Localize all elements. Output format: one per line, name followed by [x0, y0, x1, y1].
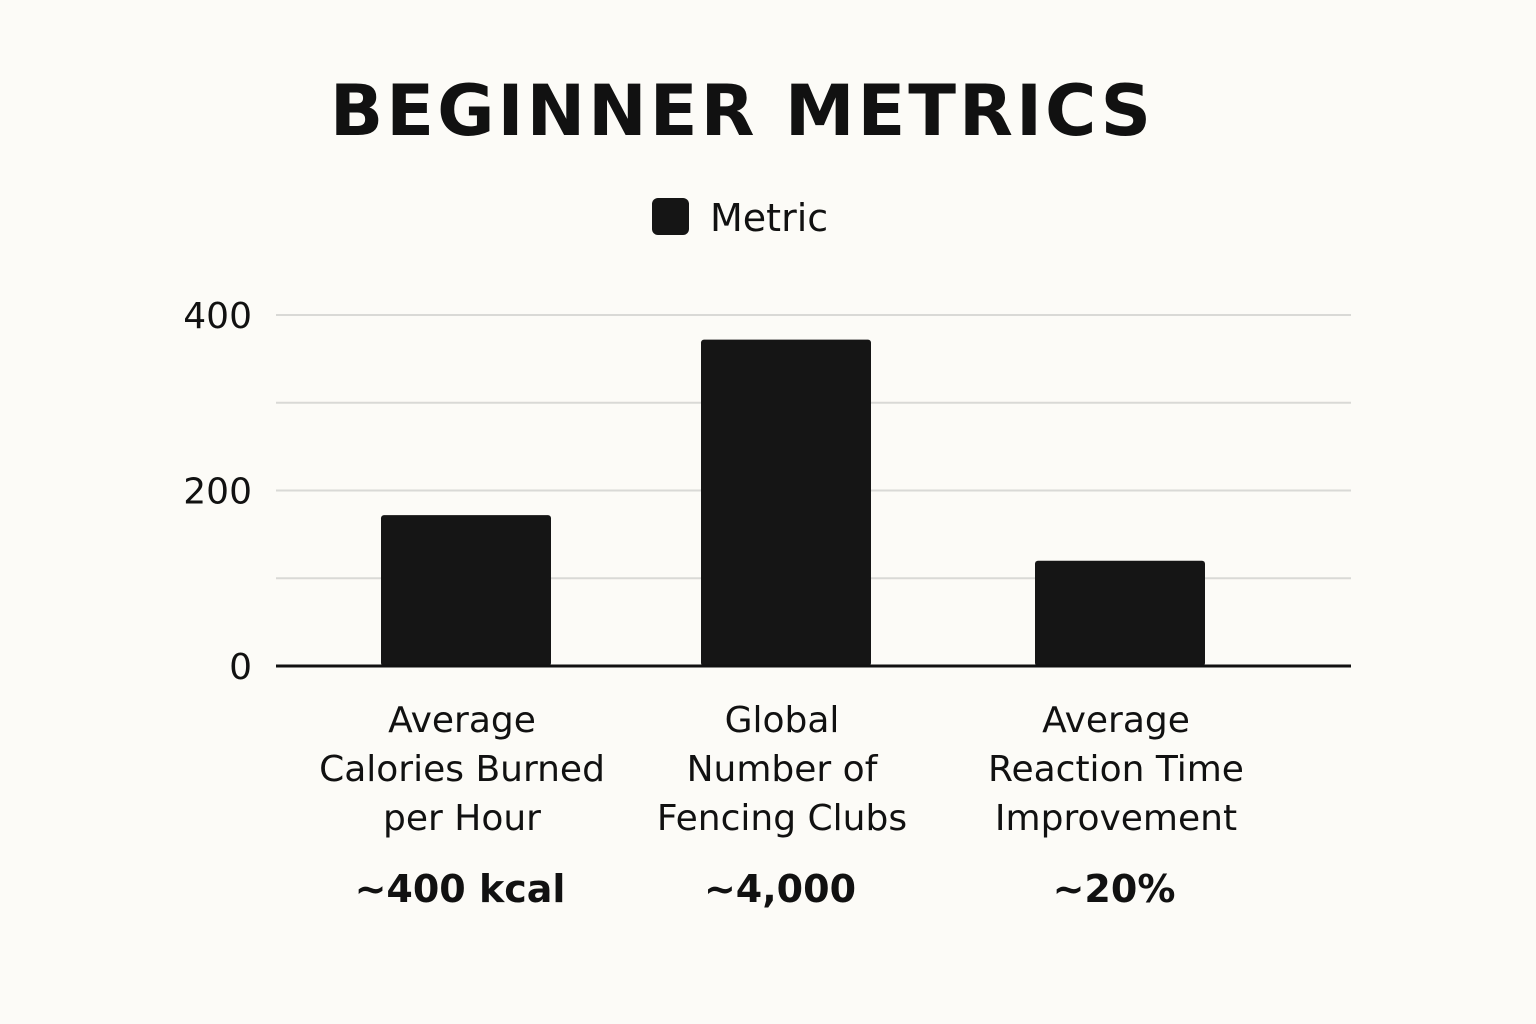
legend-swatch: [652, 198, 689, 235]
category-labels: Average Calories Burned per Hour Global Numb…: [319, 700, 1244, 839]
value-annotations: ~400 kcal ~4,000 ~20%: [355, 867, 1176, 911]
y-tick-label: 200: [183, 472, 252, 513]
bars: [381, 339, 1205, 666]
chart-title: BEGINNER METRICS: [330, 70, 1154, 152]
y-axis-ticks: 0 200 400: [183, 296, 252, 688]
category-label: Average Calories Burned per Hour: [319, 700, 605, 839]
y-tick-label: 400: [183, 296, 252, 337]
y-tick-label: 0: [229, 647, 252, 688]
category-label: Global Number of Fencing Clubs: [657, 700, 907, 839]
value-annotation: ~400 kcal: [355, 867, 566, 911]
bar: [381, 515, 551, 666]
legend: Metric: [652, 196, 828, 240]
category-label: Average Reaction Time Improvement: [988, 700, 1244, 839]
bar: [701, 339, 871, 666]
bar: [1035, 560, 1205, 666]
value-annotation: ~4,000: [704, 867, 856, 911]
legend-label: Metric: [710, 196, 828, 240]
value-annotation: ~20%: [1053, 867, 1176, 911]
